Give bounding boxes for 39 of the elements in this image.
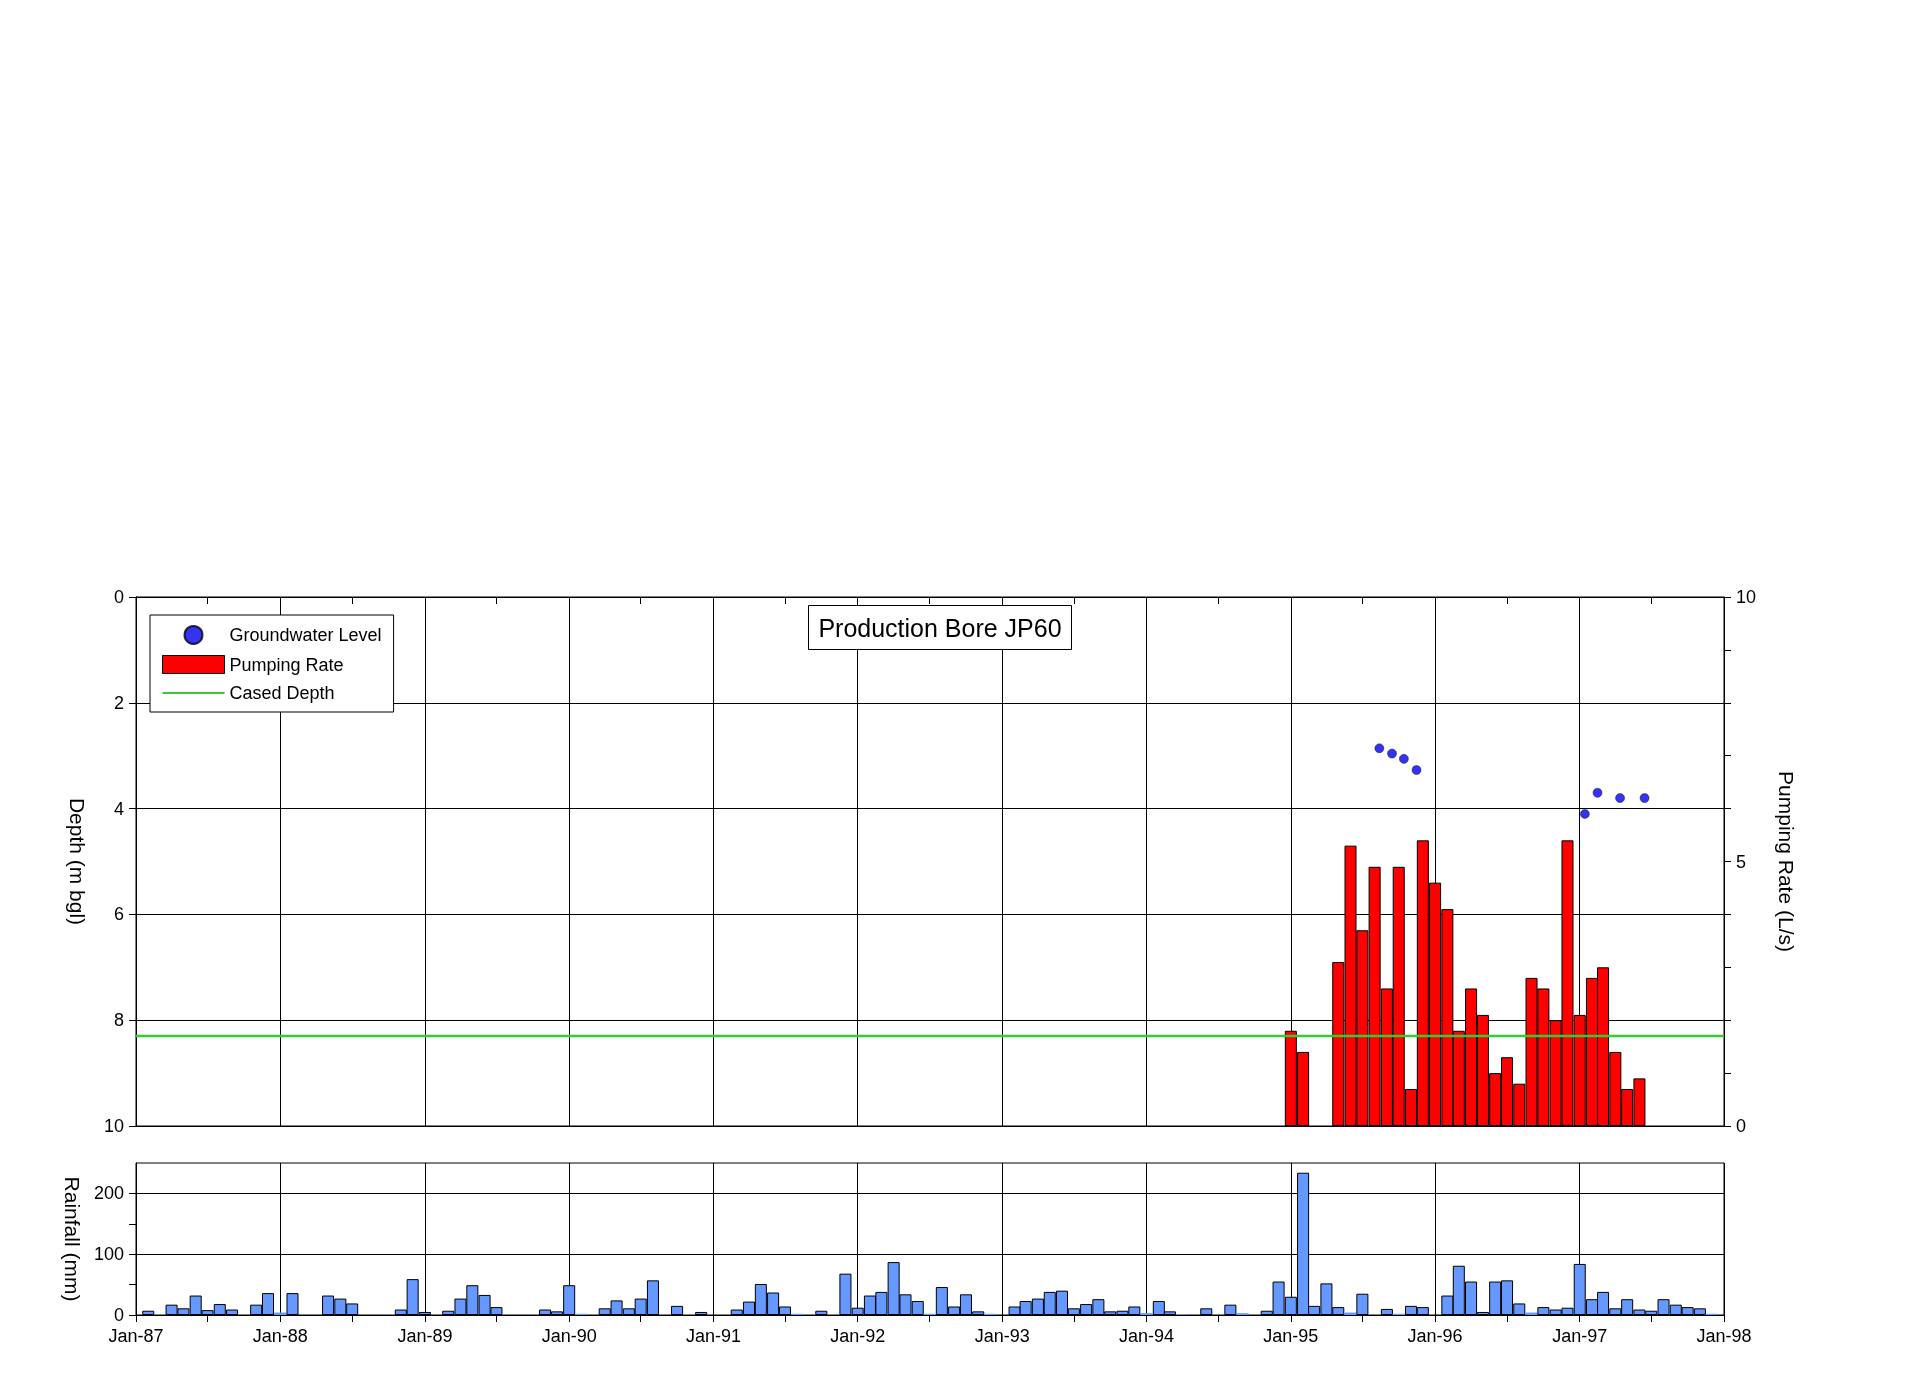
x-tick-label: Jan-88 xyxy=(252,1326,308,1346)
x-tick-label: Jan-90 xyxy=(541,1326,597,1346)
point xyxy=(1639,793,1650,803)
y-tick-label: 8 xyxy=(113,1010,124,1031)
legend-label: Groundwater Level xyxy=(229,625,382,645)
legend-label: Cased Depth xyxy=(229,683,335,703)
point xyxy=(1374,743,1385,754)
legend-label: Pumping Rate xyxy=(229,654,344,675)
text: Production Bore JP60 xyxy=(818,613,1062,642)
y-axis-title: Depth (m bgl) xyxy=(66,797,89,926)
y2-tick-label: 0 xyxy=(1736,1116,1747,1136)
x-tick-label: Jan-93 xyxy=(974,1326,1030,1346)
y-tick-label: 2 xyxy=(113,692,124,713)
x-tick-label: Jan-97 xyxy=(1552,1326,1608,1346)
x-tick-label: Jan-98 xyxy=(1696,1326,1752,1346)
y-tick-label: 200 xyxy=(93,1183,124,1204)
y-tick-label: 100 xyxy=(93,1244,124,1265)
y-tick-label: 0 xyxy=(113,587,124,607)
x-tick-label: Jan-87 xyxy=(108,1326,164,1346)
y2-axis-title: Pumping Rate (L/s) xyxy=(1775,771,1798,952)
x-tick-label: Jan-96 xyxy=(1407,1326,1463,1346)
y-tick-label: 10 xyxy=(103,1116,124,1136)
x-tick-label: Jan-95 xyxy=(1263,1326,1319,1346)
point xyxy=(1580,809,1590,819)
y-axis-title: Rainfall (mm) xyxy=(61,1176,85,1302)
x-tick-label: Jan-94 xyxy=(1119,1326,1175,1346)
point xyxy=(1592,787,1603,798)
point xyxy=(1615,793,1625,803)
point xyxy=(1411,765,1422,775)
y-tick-label: 6 xyxy=(113,904,124,925)
point xyxy=(1387,748,1397,759)
x-tick-label: Jan-92 xyxy=(830,1326,886,1346)
y2-tick-label: 10 xyxy=(1736,587,1757,607)
y-tick-label: 0 xyxy=(113,1305,124,1325)
y2-tick-label: 5 xyxy=(1736,851,1747,872)
x-tick-label: Jan-89 xyxy=(397,1326,453,1346)
y-tick-label: 4 xyxy=(113,798,124,819)
point xyxy=(1399,754,1409,764)
x-tick-label: Jan-91 xyxy=(685,1326,741,1346)
